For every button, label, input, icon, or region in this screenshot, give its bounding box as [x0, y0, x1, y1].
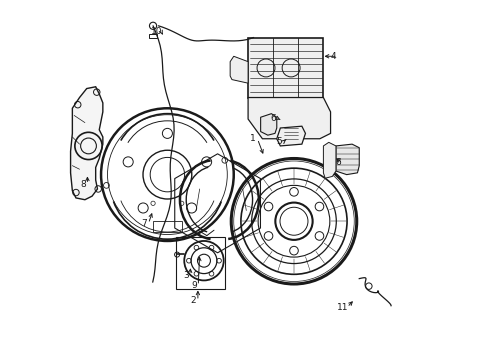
Text: 6: 6	[335, 158, 341, 167]
Text: 7: 7	[141, 219, 147, 228]
Bar	[176, 237, 224, 289]
Text: 11: 11	[336, 303, 348, 312]
Text: 9: 9	[191, 281, 196, 290]
Text: 3: 3	[183, 270, 188, 279]
Polygon shape	[323, 142, 335, 178]
Text: 8: 8	[80, 180, 86, 189]
Bar	[149, 34, 157, 39]
Polygon shape	[260, 114, 276, 135]
Text: 2: 2	[190, 296, 196, 305]
Polygon shape	[276, 126, 305, 146]
Bar	[247, 39, 323, 98]
Text: 5: 5	[276, 137, 282, 146]
Text: 1: 1	[250, 134, 255, 143]
Polygon shape	[70, 87, 102, 200]
Polygon shape	[230, 56, 247, 83]
Text: 6: 6	[270, 114, 276, 123]
Text: 10: 10	[151, 27, 162, 36]
Text: 4: 4	[330, 52, 336, 61]
Polygon shape	[335, 144, 359, 175]
Polygon shape	[247, 98, 330, 139]
